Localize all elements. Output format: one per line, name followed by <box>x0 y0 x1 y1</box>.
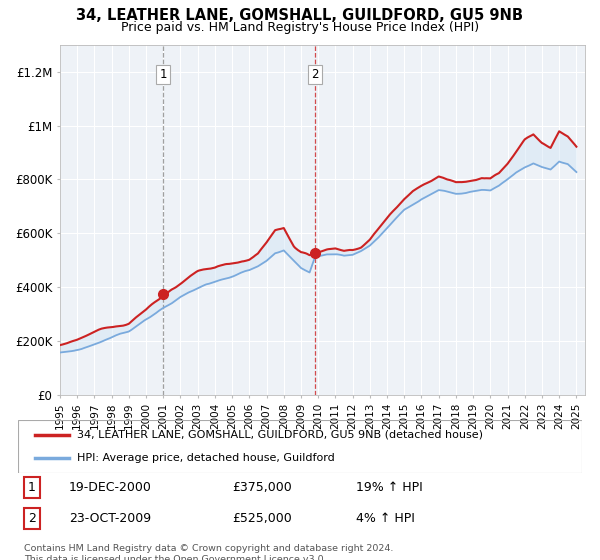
Text: 1: 1 <box>160 68 167 81</box>
Text: 19-DEC-2000: 19-DEC-2000 <box>69 481 152 494</box>
Text: HPI: Average price, detached house, Guildford: HPI: Average price, detached house, Guil… <box>77 453 335 463</box>
Text: Contains HM Land Registry data © Crown copyright and database right 2024.
This d: Contains HM Land Registry data © Crown c… <box>24 544 394 560</box>
Text: 34, LEATHER LANE, GOMSHALL, GUILDFORD, GU5 9NB: 34, LEATHER LANE, GOMSHALL, GUILDFORD, G… <box>77 8 523 24</box>
Text: 23-OCT-2009: 23-OCT-2009 <box>69 512 151 525</box>
Text: 2: 2 <box>28 512 36 525</box>
Text: £525,000: £525,000 <box>232 512 292 525</box>
Text: 19% ↑ HPI: 19% ↑ HPI <box>356 481 423 494</box>
Text: 1: 1 <box>28 481 36 494</box>
Text: Price paid vs. HM Land Registry's House Price Index (HPI): Price paid vs. HM Land Registry's House … <box>121 21 479 34</box>
Text: 4% ↑ HPI: 4% ↑ HPI <box>356 512 415 525</box>
Text: 2: 2 <box>311 68 319 81</box>
Text: 34, LEATHER LANE, GOMSHALL, GUILDFORD, GU5 9NB (detached house): 34, LEATHER LANE, GOMSHALL, GUILDFORD, G… <box>77 430 483 440</box>
Text: £375,000: £375,000 <box>232 481 292 494</box>
